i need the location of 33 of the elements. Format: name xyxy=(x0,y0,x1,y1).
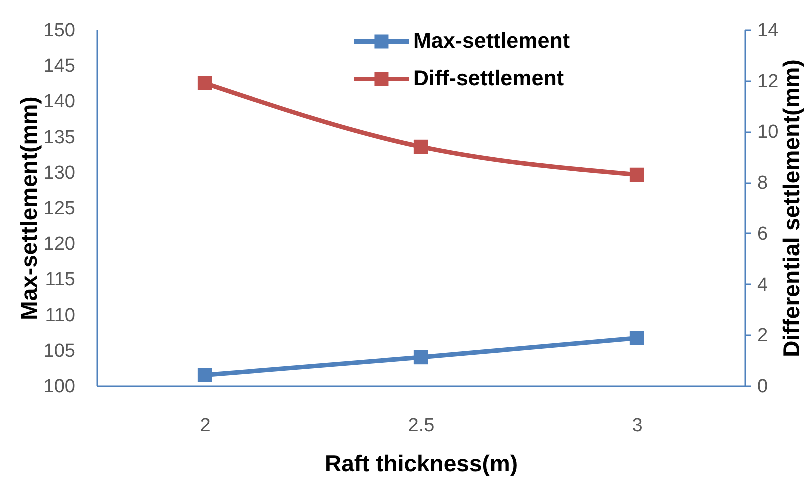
y2-axis-title: Differential settlement(mm) xyxy=(778,60,805,358)
y-tick-label: 130 xyxy=(44,162,76,184)
y-tick-label: 150 xyxy=(44,20,76,42)
y-tick-label: 125 xyxy=(44,198,76,220)
y-tick-label: 145 xyxy=(44,56,76,78)
x-tick-label: 2.5 xyxy=(408,416,435,436)
y2-tick-label: 6 xyxy=(758,224,768,245)
y2-tick-label: 12 xyxy=(758,71,779,92)
x-tick-label: 2 xyxy=(200,416,211,436)
point xyxy=(414,140,428,154)
legend-label: Diff-settlement xyxy=(413,66,564,90)
y-tick-label: 100 xyxy=(44,376,76,398)
y2-tick-label: 2 xyxy=(758,326,768,347)
y-tick-label: 120 xyxy=(44,234,76,256)
point xyxy=(414,350,428,365)
y-axis-title: Max-settlement(mm) xyxy=(16,96,42,320)
y-tick-label: 140 xyxy=(44,92,76,113)
y2-tick-label: 0 xyxy=(758,376,768,398)
legend-label: Max-settlement xyxy=(413,28,570,53)
y-tick-label: 135 xyxy=(44,127,76,148)
point xyxy=(630,331,644,346)
y2-tick-label: 10 xyxy=(758,122,779,144)
x-axis-title: Raft thickness(m) xyxy=(325,450,518,476)
y2-tick-label: 14 xyxy=(758,20,780,42)
y-tick-label: 105 xyxy=(44,340,76,362)
point xyxy=(198,368,212,382)
point xyxy=(198,76,212,90)
x-tick-label: 3 xyxy=(632,416,643,436)
y2-tick-label: 8 xyxy=(758,173,768,194)
y2-tick-label: 4 xyxy=(758,274,768,296)
point xyxy=(630,168,644,182)
y-tick-label: 115 xyxy=(45,270,76,291)
y-tick-label: 110 xyxy=(45,305,76,326)
